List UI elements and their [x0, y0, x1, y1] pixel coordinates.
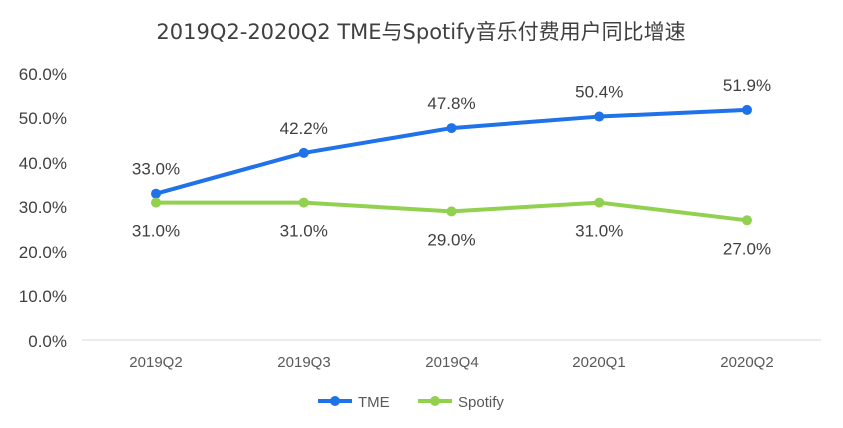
data-point-spotify[interactable] — [151, 197, 161, 208]
data-point-tme[interactable] — [594, 111, 605, 122]
series-line-tme — [154, 107, 749, 196]
data-point-spotify[interactable] — [742, 215, 752, 226]
data-point-tme[interactable] — [151, 188, 161, 199]
series-layer: 33.0% 42.2% 47.8% 50.4% 51.9% 31.0% 31.0% 29.0%… — [132, 76, 771, 258]
y-tick-label: 20.0% — [19, 243, 67, 262]
x-tick-label: 2020Q2 — [720, 354, 773, 371]
data-label-spotify: 31.0% — [280, 222, 328, 241]
data-label-tme: 51.9% — [723, 76, 771, 95]
data-point-tme[interactable] — [446, 123, 457, 134]
y-tick-label: 40.0% — [19, 154, 67, 173]
data-label-tme: 33.0% — [132, 160, 180, 179]
data-point-spotify[interactable] — [594, 197, 605, 208]
data-point-spotify[interactable] — [298, 197, 309, 208]
x-tick-label: 2019Q4 — [425, 354, 478, 371]
chart-title: 2019Q2-2020Q2 TME与Spotify音乐付费用户同比增速 — [156, 20, 685, 44]
data-point-spotify[interactable] — [446, 206, 457, 217]
x-tick-label: 2019Q3 — [277, 354, 330, 371]
data-label-spotify: 31.0% — [575, 222, 623, 241]
legend: TME Spotify — [318, 394, 504, 411]
data-point-tme[interactable] — [742, 104, 752, 115]
y-tick-label: 60.0% — [19, 65, 67, 84]
y-tick-label: 0.0% — [28, 332, 67, 351]
y-axis: 60.0% 50.0% 40.0% 30.0% 20.0% 10.0% 0.0% — [19, 65, 67, 351]
x-tick-label: 2020Q1 — [572, 354, 625, 371]
data-label-tme: 47.8% — [427, 94, 475, 113]
data-label-spotify: 29.0% — [427, 230, 475, 249]
legend-marker-tme — [330, 396, 340, 406]
y-tick-label: 50.0% — [19, 109, 67, 128]
legend-label-tme: TME — [358, 394, 390, 411]
data-label-tme: 42.2% — [280, 119, 328, 138]
x-tick-label: 2019Q2 — [129, 354, 182, 371]
data-label-tme: 50.4% — [575, 83, 623, 102]
data-label-spotify: 27.0% — [723, 239, 771, 258]
legend-item-spotify[interactable]: Spotify — [418, 394, 504, 411]
data-label-spotify: 31.0% — [132, 222, 180, 241]
y-tick-label: 10.0% — [19, 287, 67, 306]
legend-label-spotify: Spotify — [458, 394, 504, 411]
x-axis: 2019Q2 2019Q3 2019Q4 2020Q1 2020Q2 — [129, 354, 773, 371]
data-point-tme[interactable] — [298, 147, 309, 158]
y-tick-label: 30.0% — [19, 198, 67, 217]
legend-item-tme[interactable]: TME — [318, 394, 390, 411]
legend-marker-spotify — [430, 396, 440, 406]
